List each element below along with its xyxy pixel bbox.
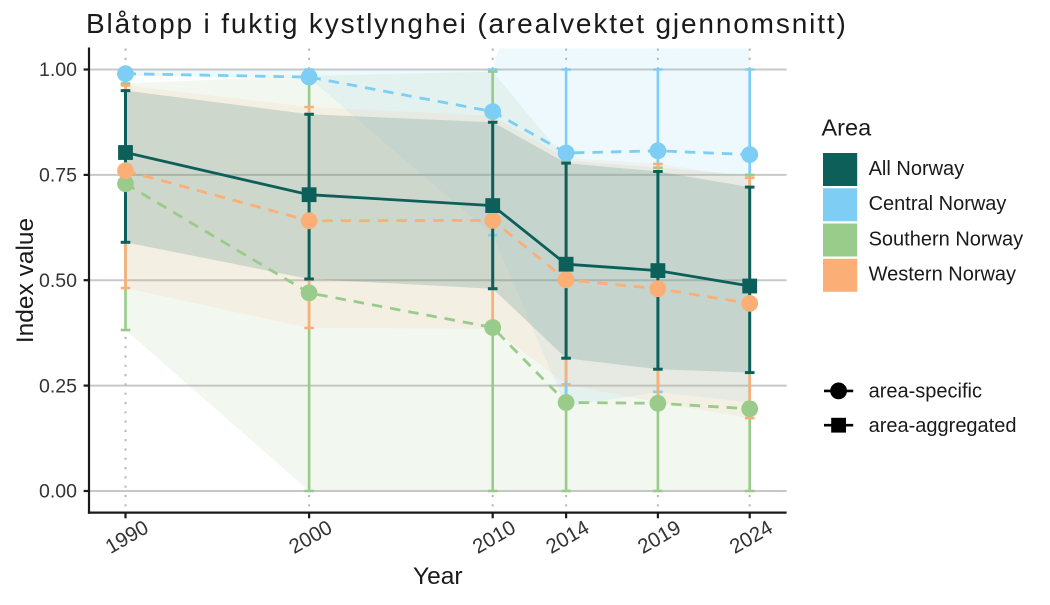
svg-text:Index value: Index value bbox=[12, 218, 39, 343]
svg-text:area-specific: area-specific bbox=[869, 381, 982, 403]
svg-text:Southern Norway: Southern Norway bbox=[869, 228, 1024, 250]
svg-text:Blåtopp i fuktig kystlynghei (: Blåtopp i fuktig kystlynghei (arealvekte… bbox=[86, 8, 848, 39]
svg-text:area-aggregated: area-aggregated bbox=[869, 415, 1017, 437]
svg-text:0.00: 0.00 bbox=[39, 481, 77, 503]
svg-text:1.00: 1.00 bbox=[39, 59, 77, 81]
svg-text:0.25: 0.25 bbox=[39, 375, 77, 397]
svg-text:Central Norway: Central Norway bbox=[869, 193, 1007, 215]
svg-text:All Norway: All Norway bbox=[869, 158, 965, 180]
svg-text:0.75: 0.75 bbox=[39, 165, 77, 187]
svg-text:Area: Area bbox=[822, 115, 873, 141]
svg-text:Year: Year bbox=[413, 563, 463, 590]
svg-text:Western Norway: Western Norway bbox=[869, 264, 1016, 286]
svg-text:0.50: 0.50 bbox=[39, 270, 77, 292]
